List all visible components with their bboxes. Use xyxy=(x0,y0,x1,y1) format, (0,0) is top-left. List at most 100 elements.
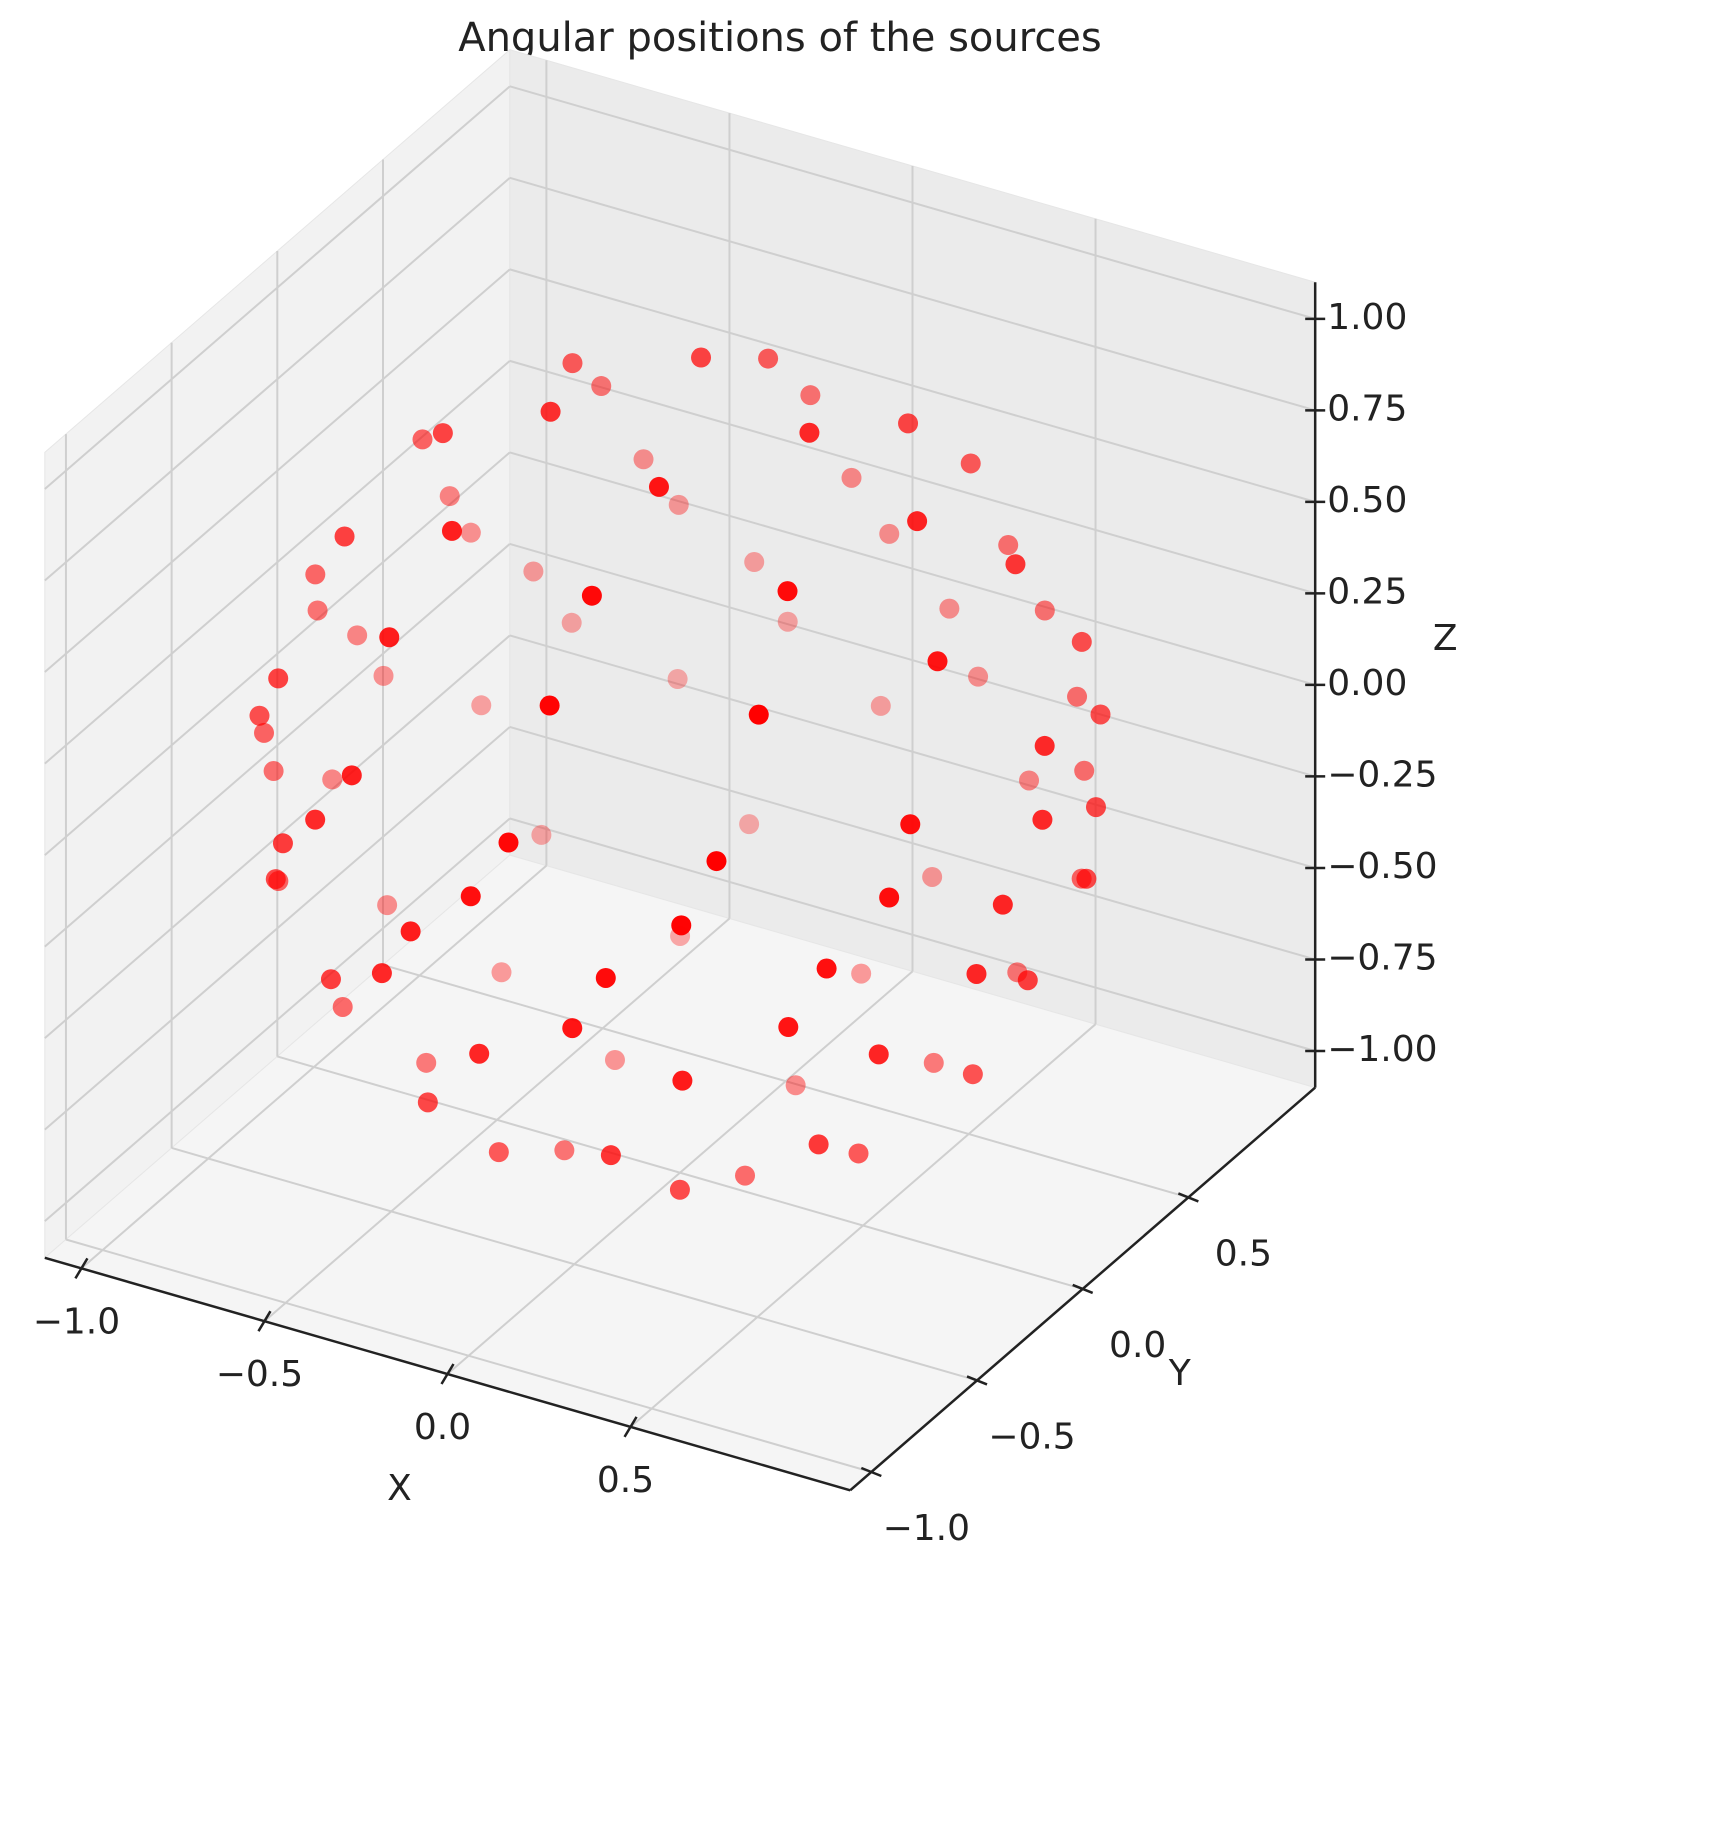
z-tick-label: −0.25 xyxy=(1327,754,1437,795)
point xyxy=(691,347,712,368)
point xyxy=(808,1134,829,1155)
point xyxy=(341,765,362,786)
point xyxy=(539,695,560,716)
point xyxy=(633,449,654,470)
point xyxy=(1076,868,1097,889)
grid-line xyxy=(44,177,511,582)
point xyxy=(799,422,820,443)
point xyxy=(668,494,689,515)
grid-line xyxy=(509,359,1316,595)
grid-line xyxy=(509,634,1316,869)
point xyxy=(554,1140,575,1161)
grid-line xyxy=(44,451,511,856)
point xyxy=(307,600,328,621)
point xyxy=(581,585,602,606)
point xyxy=(968,666,989,687)
x-tick-label: −1.0 xyxy=(33,1301,120,1342)
z-tick-label: 0.25 xyxy=(1327,571,1407,612)
point xyxy=(927,651,948,672)
point xyxy=(249,705,270,726)
point xyxy=(334,526,355,547)
point xyxy=(469,1043,490,1064)
point xyxy=(531,824,552,845)
point xyxy=(800,385,821,406)
point xyxy=(371,963,392,984)
point xyxy=(907,511,928,532)
y-tick xyxy=(1177,1192,1199,1203)
grid-line xyxy=(44,360,511,765)
z-tick-label: −0.75 xyxy=(1327,937,1437,978)
grid-line xyxy=(44,85,511,490)
point xyxy=(322,769,343,790)
point xyxy=(966,963,987,984)
point xyxy=(870,695,891,716)
point xyxy=(1005,554,1026,575)
point xyxy=(672,1070,693,1091)
x-tick xyxy=(74,1257,89,1279)
point xyxy=(591,376,612,397)
point xyxy=(332,996,353,1017)
x-tick xyxy=(257,1310,272,1332)
x-tick-label: 0.0 xyxy=(414,1407,471,1448)
point xyxy=(412,429,433,450)
z-tick-label: 1.00 xyxy=(1327,297,1407,338)
point xyxy=(851,963,872,984)
point xyxy=(1034,600,1055,621)
point xyxy=(1074,760,1095,781)
point xyxy=(922,866,943,887)
point xyxy=(778,1017,799,1038)
point xyxy=(263,761,284,782)
chart-title: Angular positions of the sources xyxy=(458,15,1102,61)
point xyxy=(868,1044,889,1065)
point xyxy=(1085,797,1106,818)
point xyxy=(347,625,368,646)
point xyxy=(744,552,765,573)
point xyxy=(488,1142,509,1163)
x-tick-label: 0.5 xyxy=(597,1460,654,1501)
point xyxy=(758,348,779,369)
grid-line xyxy=(509,176,1316,412)
point xyxy=(777,581,798,602)
x-tick xyxy=(440,1363,455,1385)
point xyxy=(706,851,727,872)
point xyxy=(962,1064,983,1085)
y-tick-label: −0.5 xyxy=(988,1416,1075,1457)
point xyxy=(841,467,862,488)
point xyxy=(498,832,519,853)
point xyxy=(272,833,293,854)
point xyxy=(373,665,394,686)
point xyxy=(416,1052,437,1073)
point xyxy=(667,669,688,690)
point xyxy=(561,612,582,633)
point xyxy=(669,1179,690,1200)
grid-line xyxy=(44,543,511,948)
z-tick-label: 0.75 xyxy=(1327,388,1407,429)
point xyxy=(305,564,326,585)
x-tick-label: −0.5 xyxy=(216,1354,303,1395)
y-tick xyxy=(1072,1283,1094,1295)
grid-line xyxy=(509,85,1316,320)
grid-line xyxy=(509,451,1316,686)
point xyxy=(320,969,341,990)
point xyxy=(960,453,981,474)
point xyxy=(523,561,544,582)
grid-line xyxy=(509,268,1316,503)
z-tick-label: −0.50 xyxy=(1327,846,1437,887)
point xyxy=(739,814,760,835)
point xyxy=(491,962,512,983)
point xyxy=(562,353,583,374)
z-tick-label: −1.00 xyxy=(1327,1029,1437,1070)
point xyxy=(879,523,900,544)
z-tick-label: 0.00 xyxy=(1327,663,1407,704)
grid-line xyxy=(509,726,1316,961)
point xyxy=(735,1165,756,1186)
point xyxy=(379,627,400,648)
grid-line xyxy=(277,1055,1083,1290)
y-tick-label: 0.0 xyxy=(1109,1325,1166,1366)
y-axis-label: Y xyxy=(1168,1353,1192,1394)
point xyxy=(540,401,561,422)
point xyxy=(1032,809,1053,830)
point xyxy=(648,476,669,497)
point xyxy=(254,722,275,743)
